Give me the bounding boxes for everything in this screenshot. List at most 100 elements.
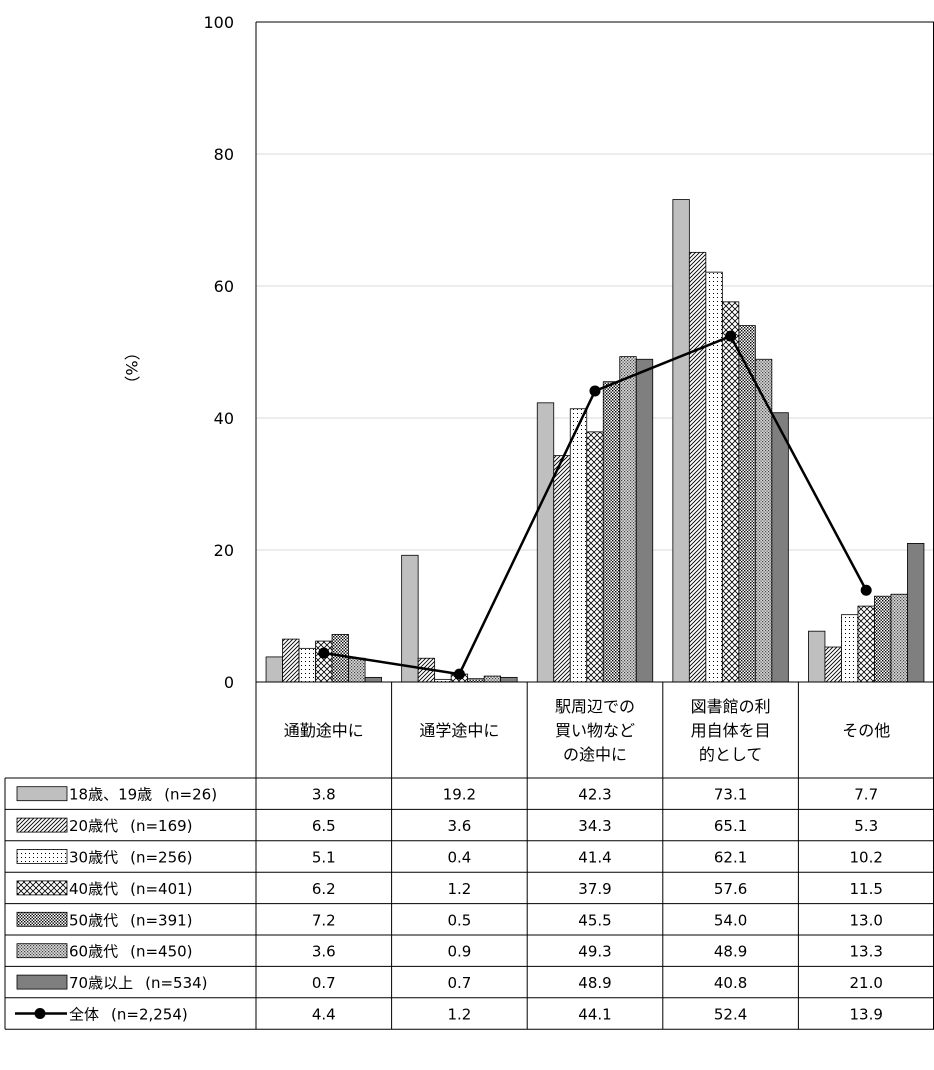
series-n: (n=256) bbox=[130, 849, 192, 867]
series-name: 50歳代 bbox=[69, 911, 118, 929]
series-name: 30歳代 bbox=[69, 849, 118, 867]
y-tick-label: 40 bbox=[214, 409, 234, 428]
bar bbox=[619, 356, 637, 683]
total-point bbox=[725, 330, 737, 342]
table-cell: 6.5 bbox=[312, 817, 336, 835]
bar bbox=[688, 251, 707, 683]
table-cell: 73.1 bbox=[714, 786, 747, 804]
table-cell: 4.4 bbox=[312, 1006, 336, 1024]
bar bbox=[500, 676, 518, 683]
table-cell: 7.2 bbox=[312, 911, 336, 929]
table-cell: 41.4 bbox=[578, 849, 611, 867]
total-point bbox=[318, 647, 330, 659]
series-n: (n=391) bbox=[130, 911, 192, 929]
legend-key bbox=[16, 786, 68, 802]
bar bbox=[771, 412, 789, 683]
y-tick-label: 80 bbox=[214, 145, 234, 164]
table-cell: 19.2 bbox=[443, 786, 476, 804]
legend-key bbox=[16, 880, 68, 896]
total-point bbox=[589, 385, 601, 397]
series-name: 40歳代 bbox=[69, 880, 118, 898]
table-cell: 62.1 bbox=[714, 849, 747, 867]
bar bbox=[602, 381, 621, 683]
legend-key bbox=[16, 943, 68, 959]
bar bbox=[586, 431, 604, 683]
table-cell: 13.9 bbox=[849, 1006, 882, 1024]
table-cell: 0.9 bbox=[447, 943, 471, 961]
legend-key bbox=[16, 849, 68, 864]
total-line bbox=[318, 330, 872, 680]
table-cell: 0.7 bbox=[447, 974, 471, 992]
table-cell: 45.5 bbox=[578, 911, 611, 929]
category-label: 図書館の利 bbox=[691, 697, 771, 716]
bar bbox=[824, 646, 842, 683]
bar bbox=[298, 647, 316, 683]
bar bbox=[705, 271, 723, 683]
bar bbox=[672, 199, 690, 683]
bars bbox=[265, 199, 925, 683]
table-cell: 5.3 bbox=[854, 817, 878, 835]
bar bbox=[841, 614, 859, 683]
bar bbox=[907, 543, 925, 683]
table-cell: 21.0 bbox=[849, 974, 882, 992]
table-cell: 3.6 bbox=[447, 817, 471, 835]
table-cell: 11.5 bbox=[849, 880, 882, 898]
bar bbox=[331, 634, 349, 683]
legend-key bbox=[16, 911, 68, 927]
legend-key bbox=[16, 817, 68, 833]
table-cell: 34.3 bbox=[578, 817, 611, 835]
total-point bbox=[860, 584, 872, 596]
bar bbox=[265, 656, 283, 683]
series-name: 全体 bbox=[69, 1006, 99, 1024]
table-cell: 3.6 bbox=[312, 943, 336, 961]
category-label: 買い物など bbox=[555, 721, 635, 740]
series-n: (n=534) bbox=[145, 974, 207, 992]
bar bbox=[401, 554, 419, 683]
series-n: (n=169) bbox=[130, 817, 192, 835]
bar bbox=[553, 455, 571, 683]
y-tick-label: 20 bbox=[214, 541, 234, 560]
y-tick-label: 100 bbox=[203, 13, 234, 32]
bar bbox=[348, 657, 366, 683]
table-cell: 65.1 bbox=[714, 817, 747, 835]
series-name: 60歳代 bbox=[69, 943, 118, 961]
table-cell: 37.9 bbox=[578, 880, 611, 898]
table-cell: 0.4 bbox=[447, 849, 471, 867]
category-label: の途中に bbox=[563, 745, 627, 764]
table-cell: 6.2 bbox=[312, 880, 336, 898]
series-name: 70歳以上 bbox=[69, 974, 133, 992]
series-n: (n=450) bbox=[130, 943, 192, 961]
table-cell: 42.3 bbox=[578, 786, 611, 804]
table-cell: 7.7 bbox=[854, 786, 878, 804]
table-cell: 54.0 bbox=[714, 911, 747, 929]
table-cell: 1.2 bbox=[447, 880, 471, 898]
table-cell: 3.8 bbox=[312, 786, 336, 804]
bar bbox=[282, 638, 300, 683]
y-tick-label: 60 bbox=[214, 277, 234, 296]
legend-key bbox=[16, 974, 68, 990]
bar bbox=[569, 408, 588, 683]
table-cell: 0.7 bbox=[312, 974, 336, 992]
category-label: 的として bbox=[699, 745, 763, 764]
y-tick-label: 0 bbox=[224, 673, 234, 692]
bar bbox=[483, 675, 502, 683]
series-name: 18歳、19歳 bbox=[69, 786, 152, 804]
bar bbox=[890, 593, 908, 683]
table-cell: 49.3 bbox=[578, 943, 611, 961]
axes: 0 20 40 60 80 100 （%） bbox=[122, 13, 934, 692]
bar bbox=[536, 402, 555, 683]
bar bbox=[857, 605, 875, 683]
bar bbox=[635, 358, 654, 683]
table-cell: 40.8 bbox=[714, 974, 747, 992]
table-cell: 5.1 bbox=[312, 849, 336, 867]
legend-key-marker bbox=[34, 1008, 46, 1019]
category-label: 用自体を目 bbox=[691, 721, 771, 740]
table-cell: 52.4 bbox=[714, 1006, 747, 1024]
y-axis-label: （%） bbox=[122, 344, 141, 391]
bar bbox=[808, 630, 826, 683]
bar bbox=[364, 676, 382, 683]
table-cell: 44.1 bbox=[578, 1006, 611, 1024]
series-n: (n=401) bbox=[130, 880, 192, 898]
